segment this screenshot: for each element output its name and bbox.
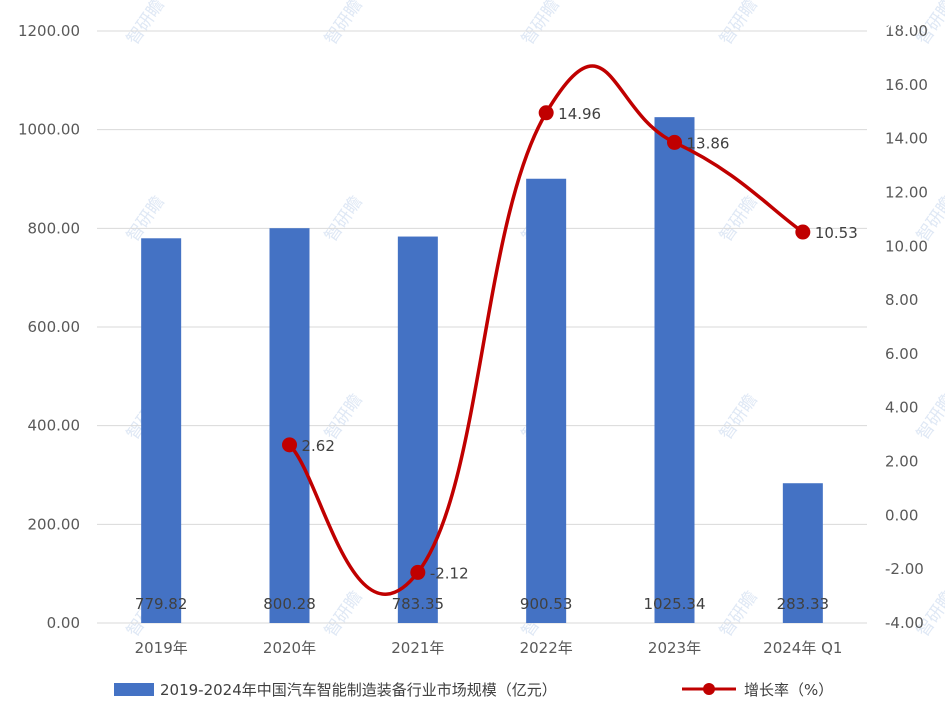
line-series: 2.62 -2.12 14.96 13.86 10.53: [282, 64, 858, 596]
right-tick-label: -4.00: [885, 614, 924, 632]
bar: [269, 228, 310, 624]
line-data-label: 10.53: [815, 224, 858, 242]
right-tick-label: 16.00: [885, 76, 928, 94]
left-tick-label: 0.00: [47, 614, 80, 632]
left-tick-label: 1000.00: [18, 121, 80, 139]
right-tick-label: 12.00: [885, 183, 928, 201]
source-watermark: 搜狐号@智研瞻: [796, 10, 915, 31]
right-tick-label: 8.00: [885, 291, 918, 309]
bar: [654, 117, 695, 624]
left-tick-label: 400.00: [28, 417, 81, 435]
line-marker: [538, 105, 554, 121]
line-marker: [410, 564, 426, 580]
right-tick-label: -2.00: [885, 560, 924, 578]
right-tick-label: 2.00: [885, 453, 918, 471]
bar-data-label: 1025.34: [643, 595, 705, 613]
right-tick-label: 18.00: [885, 22, 928, 40]
bar: [141, 238, 182, 623]
category-label: 2019年: [135, 639, 188, 657]
gridlines: [97, 30, 867, 624]
line-data-label: 13.86: [687, 134, 730, 152]
bar-data-label: 800.28: [263, 595, 316, 613]
category-label: 2021年: [391, 639, 444, 657]
line-data-label: 2.62: [302, 437, 335, 455]
bar: [397, 236, 438, 623]
left-tick-label: 600.00: [28, 318, 81, 336]
line-marker: [667, 134, 682, 150]
left-tick-label: 1200.00: [18, 22, 80, 40]
line-data-label: 14.96: [558, 105, 601, 123]
category-label: 2022年: [520, 639, 573, 657]
left-tick-label: 200.00: [28, 515, 81, 533]
bar-series: [141, 117, 823, 624]
bar: [526, 178, 567, 624]
legend: 2019-2024年中国汽车智能制造装备行业市场规模（亿元） 增长率（%）: [114, 681, 833, 699]
growth-rate-line: [288, 64, 804, 596]
line-data-label: -2.12: [430, 564, 469, 582]
line-marker: [282, 437, 297, 453]
legend-bar-label: 2019-2024年中国汽车智能制造装备行业市场规模（亿元）: [160, 681, 557, 699]
right-axis: -4.00 -2.00 0.00 2.00 4.00 6.00 8.00 10.00 12.00…: [885, 22, 928, 632]
legend-line-label: 增长率（%）: [744, 681, 833, 699]
bar: [782, 483, 823, 623]
legend-line-marker: [703, 683, 715, 695]
category-label: 2024年 Q1: [763, 639, 842, 657]
bar-data-label: 283.33: [777, 595, 830, 613]
right-tick-label: 0.00: [885, 506, 918, 524]
left-tick-label: 800.00: [28, 219, 81, 237]
bar-data-label: 900.53: [520, 595, 573, 613]
line-marker: [795, 224, 811, 240]
category-label: 2020年: [263, 639, 316, 657]
bar-data-labels: 779.82 800.28 783.35 900.53 1025.34 283.33: [135, 595, 829, 613]
right-tick-label: 4.00: [885, 399, 918, 417]
right-tick-label: 14.00: [885, 130, 928, 148]
right-tick-label: 10.00: [885, 237, 928, 255]
right-tick-label: 6.00: [885, 345, 918, 363]
left-axis: 0.00 200.00 400.00 600.00 800.00 1000.00 1200.…: [18, 22, 80, 632]
category-axis: 2019年 2020年 2021年 2022年 2023年 2024年 Q1: [135, 639, 843, 657]
legend-bar-swatch: [114, 683, 154, 696]
bar-data-label: 783.35: [392, 595, 445, 613]
category-label: 2023年: [648, 639, 701, 657]
bar-data-label: 779.82: [135, 595, 188, 613]
